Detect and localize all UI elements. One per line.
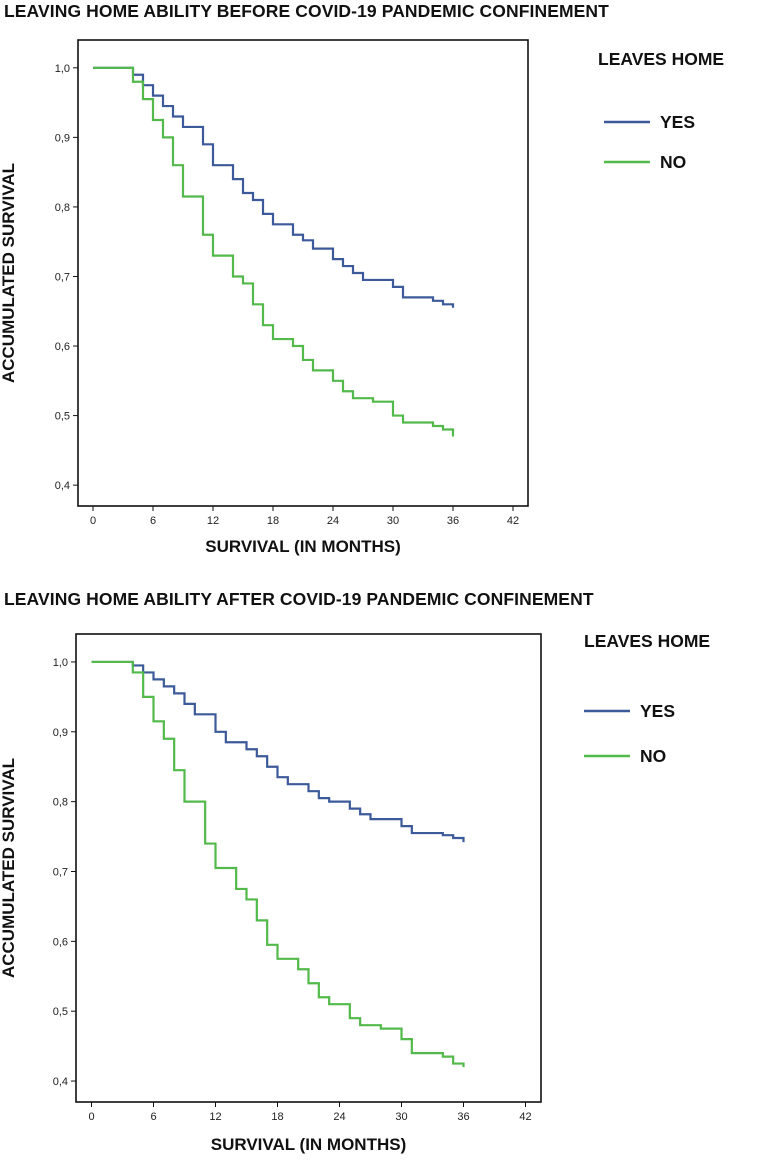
chart-after: 1,0 0,9 0,8 0,7 0,6 0,5 0,4 0 6 12 18 24 30 36 42 SURVI… (0, 631, 710, 1154)
y-tick-label: 0,5 (55, 411, 70, 423)
x-tick-label: 30 (395, 1111, 407, 1123)
x-tick-label: 6 (150, 515, 156, 527)
x-tick-label: 42 (507, 515, 519, 527)
series-line-yes (93, 66, 455, 308)
x-tick-label: 30 (387, 515, 399, 527)
y-tick-label: 0,6 (55, 341, 70, 353)
x-tick-label: 12 (209, 1111, 221, 1123)
chart-title-before: LEAVING HOME ABILITY BEFORE COVID-19 PAN… (4, 1, 609, 21)
y-tick-label: 0,9 (55, 132, 70, 144)
y-tick-label: 0,4 (55, 480, 70, 492)
series-line-yes (91, 660, 465, 843)
y-tick-label: 1,0 (55, 63, 70, 75)
x-tick-label: 42 (519, 1111, 531, 1123)
x-tick-label: 36 (447, 515, 459, 527)
y-tick-label: 1,0 (53, 657, 68, 669)
x-tick-label: 12 (207, 515, 219, 527)
y-tick-label: 0,7 (53, 866, 68, 878)
legend-label-no: NO (660, 152, 686, 172)
x-tick-label: 24 (327, 515, 339, 527)
legend-title: LEAVES HOME (598, 49, 724, 69)
legend-title: LEAVES HOME (584, 631, 710, 651)
legend-label-yes: YES (640, 701, 675, 721)
series-line-no (91, 660, 465, 1068)
x-tick-label: 24 (333, 1111, 345, 1123)
y-tick-label: 0,4 (53, 1076, 68, 1088)
x-tick-label: 6 (150, 1111, 156, 1123)
y-tick-label: 0,8 (53, 797, 68, 809)
legend-label-no: NO (640, 746, 666, 766)
plot-frame (75, 633, 542, 1103)
x-axis-title: SURVIVAL (IN MONTHS) (205, 537, 401, 556)
y-tick-label: 0,9 (53, 727, 68, 739)
y-tick-label: 0,6 (53, 936, 68, 948)
y-tick-label: 0,5 (53, 1006, 68, 1018)
series-line-no (93, 66, 455, 437)
chart-before: 1,0 0,9 0,8 0,7 0,6 0,5 0,4 0 6 12 18 24 30 36 42 SURVI… (0, 39, 724, 556)
legend-label-yes: YES (660, 112, 695, 132)
plot-frame (77, 39, 529, 507)
y-tick-label: 0,8 (55, 202, 70, 214)
x-tick-label: 0 (90, 515, 96, 527)
chart-title-after: LEAVING HOME ABILITY AFTER COVID-19 PAND… (4, 589, 594, 609)
x-tick-label: 18 (267, 515, 279, 527)
y-tick-label: 0,7 (55, 271, 70, 283)
x-tick-label: 36 (457, 1111, 469, 1123)
x-tick-label: 18 (271, 1111, 283, 1123)
x-axis-title: SURVIVAL (IN MONTHS) (211, 1135, 407, 1154)
x-tick-label: 0 (88, 1111, 94, 1123)
y-axis-title: ACCUMULATED SURVIVAL (0, 163, 18, 383)
y-axis-title: ACCUMULATED SURVIVAL (0, 758, 18, 978)
